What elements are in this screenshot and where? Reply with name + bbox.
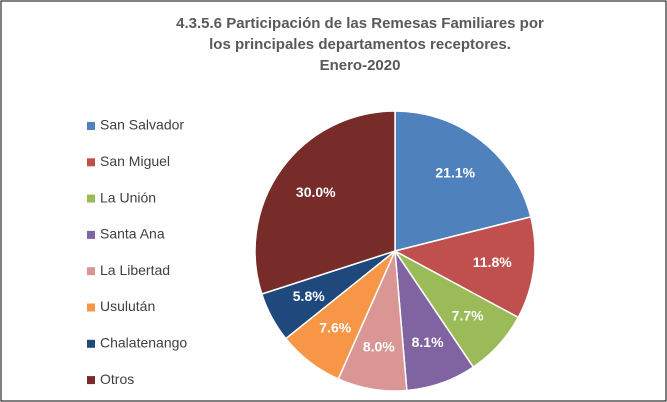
pie-slice	[392, 215, 536, 319]
legend-swatch	[87, 303, 95, 312]
legend-swatch	[87, 230, 95, 239]
legend-label: Otros	[100, 371, 134, 387]
legend-label: La Libertad	[100, 262, 170, 278]
pie-slice	[254, 110, 396, 295]
data-label: 8.0%	[363, 338, 395, 354]
legend-label: La Unión	[100, 189, 156, 205]
legend-swatch	[87, 194, 95, 203]
chart-title: 4.3.5.6 Participación de las Remesas Fam…	[176, 15, 544, 32]
legend-swatch	[87, 267, 95, 276]
legend-swatch	[87, 376, 95, 385]
legend-label: Usulután	[100, 298, 155, 314]
legend-label: San Miguel	[100, 153, 170, 169]
legend-swatch	[87, 339, 95, 348]
data-label: 30.0%	[296, 184, 336, 200]
chart-title: Enero-2020	[320, 57, 401, 74]
data-label: 21.1%	[435, 164, 475, 180]
legend-label: Chalatenango	[100, 335, 187, 351]
legend-swatch	[87, 122, 95, 130]
legend-swatch	[87, 158, 95, 167]
data-label: 8.1%	[412, 334, 444, 350]
data-label: 11.8%	[473, 254, 512, 270]
chart-title: los principales departamentos receptores…	[209, 36, 511, 53]
data-label: 7.7%	[452, 307, 484, 323]
pie-slice	[394, 110, 532, 252]
data-label: 7.6%	[319, 319, 351, 335]
data-label: 5.8%	[293, 288, 325, 304]
legend-label: Santa Ana	[100, 226, 165, 242]
legend-label: San Salvador	[100, 117, 184, 133]
